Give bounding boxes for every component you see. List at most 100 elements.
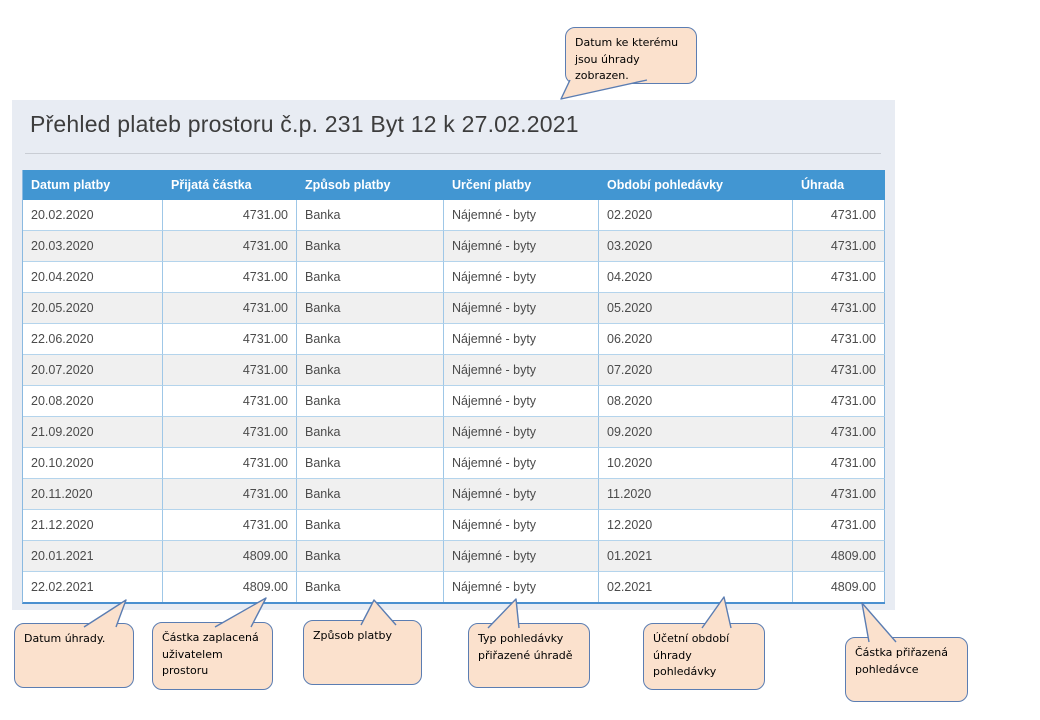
table-cell: Nájemné - byty — [444, 510, 599, 541]
table-cell: Banka — [297, 200, 444, 231]
table-cell: 04.2020 — [599, 262, 793, 293]
table-cell: 22.02.2021 — [23, 572, 163, 602]
table-row: 20.05.2020 4731.00 Banka Nájemné - byty 05.2… — [23, 293, 885, 324]
table-cell: 4731.00 — [163, 355, 297, 386]
callout-payment-date-text: Datum úhrady. — [24, 632, 106, 645]
callout-amount-paid-text: Částka zaplacená uživatelem prostoru — [162, 631, 259, 677]
column-header: Přijatá částka — [163, 170, 297, 200]
callout-receivable-type-text: Typ pohledávky přiřazené úhradě — [478, 632, 573, 662]
table-cell: Banka — [297, 355, 444, 386]
table-cell: 08.2020 — [599, 386, 793, 417]
title-divider — [25, 153, 881, 154]
callout-payment-method-text: Způsob platby — [313, 629, 393, 642]
table-cell: 21.09.2020 — [23, 417, 163, 448]
table-cell: Nájemné - byty — [444, 293, 599, 324]
table-cell: Nájemné - byty — [444, 448, 599, 479]
table-cell: 4731.00 — [163, 386, 297, 417]
table-cell: 11.2020 — [599, 479, 793, 510]
table-cell: 12.2020 — [599, 510, 793, 541]
table-cell: 4731.00 — [793, 510, 885, 541]
table-cell: Nájemné - byty — [444, 262, 599, 293]
table-cell: Banka — [297, 324, 444, 355]
table-cell: 4809.00 — [793, 541, 885, 572]
column-header: Způsob platby — [297, 170, 444, 200]
table-cell: 4731.00 — [163, 417, 297, 448]
table-cell: 4731.00 — [793, 417, 885, 448]
table-cell: 4731.00 — [163, 200, 297, 231]
table-row: 20.01.2021 4809.00 Banka Nájemné - byty 01.2… — [23, 541, 885, 572]
table-cell: Nájemné - byty — [444, 386, 599, 417]
table-cell: Nájemné - byty — [444, 200, 599, 231]
table-row: 20.02.2020 4731.00 Banka Nájemné - byty 02.2… — [23, 200, 885, 231]
callout-payment-method: Způsob platby — [303, 620, 422, 685]
table-cell: 4731.00 — [163, 510, 297, 541]
table-cell: Banka — [297, 448, 444, 479]
column-header: Datum platby — [23, 170, 163, 200]
callout-amount-assigned-text: Částka přiřazená pohledávce — [855, 646, 948, 676]
table-cell: Banka — [297, 541, 444, 572]
table-cell: 4731.00 — [163, 324, 297, 355]
table-cell: 03.2020 — [599, 231, 793, 262]
callout-report-date-text: Datum ke kterému jsou úhrady zobrazen. — [575, 36, 679, 82]
table-cell: Nájemné - byty — [444, 541, 599, 572]
table-row: 20.11.2020 4731.00 Banka Nájemné - byty 11.2… — [23, 479, 885, 510]
table-cell: Banka — [297, 231, 444, 262]
table-cell: 4809.00 — [793, 572, 885, 602]
table-cell: Nájemné - byty — [444, 324, 599, 355]
table-cell: 20.08.2020 — [23, 386, 163, 417]
table-cell: 4809.00 — [163, 541, 297, 572]
table-cell: 4731.00 — [793, 448, 885, 479]
table-row: 20.08.2020 4731.00 Banka Nájemné - byty 08.2… — [23, 386, 885, 417]
table-row: 21.12.2020 4731.00 Banka Nájemné - byty 12.2… — [23, 510, 885, 541]
table-cell: Nájemné - byty — [444, 572, 599, 602]
table-cell: 20.02.2020 — [23, 200, 163, 231]
table-cell: 4731.00 — [793, 386, 885, 417]
table-cell: 10.2020 — [599, 448, 793, 479]
table-cell: 22.06.2020 — [23, 324, 163, 355]
callout-amount-assigned: Částka přiřazená pohledávce — [845, 637, 968, 702]
table-cell: 20.07.2020 — [23, 355, 163, 386]
table-cell: 02.2020 — [599, 200, 793, 231]
table-cell: 20.03.2020 — [23, 231, 163, 262]
table-cell: Banka — [297, 262, 444, 293]
table-cell: 01.2021 — [599, 541, 793, 572]
table-cell: Banka — [297, 572, 444, 602]
table-cell: 20.11.2020 — [23, 479, 163, 510]
table-cell: Nájemné - byty — [444, 355, 599, 386]
table-row: 20.04.2020 4731.00 Banka Nájemné - byty 04.2… — [23, 262, 885, 293]
payments-table: Datum platby Přijatá částka Způsob platby U… — [22, 170, 885, 604]
table-cell: 20.10.2020 — [23, 448, 163, 479]
table-row: 22.06.2020 4731.00 Banka Nájemné - byty 06.2… — [23, 324, 885, 355]
callout-payment-date: Datum úhrady. — [14, 623, 134, 688]
table-cell: 06.2020 — [599, 324, 793, 355]
table-cell: 4731.00 — [793, 479, 885, 510]
table-row: 21.09.2020 4731.00 Banka Nájemné - byty 09.2… — [23, 417, 885, 448]
table-cell: 20.01.2021 — [23, 541, 163, 572]
table-body: 20.02.2020 4731.00 Banka Nájemné - byty 02.2… — [23, 200, 885, 602]
payments-panel: Přehled plateb prostoru č.p. 231 Byt 12 … — [12, 100, 895, 610]
table-cell: 21.12.2020 — [23, 510, 163, 541]
table-cell: 4731.00 — [163, 231, 297, 262]
table-row: 20.07.2020 4731.00 Banka Nájemné - byty 07.2… — [23, 355, 885, 386]
table-cell: Nájemné - byty — [444, 231, 599, 262]
table-cell: 4731.00 — [793, 200, 885, 231]
callout-receivable-type: Typ pohledávky přiřazené úhradě — [468, 623, 590, 688]
column-header: Určení platby — [444, 170, 599, 200]
table-row: 20.10.2020 4731.00 Banka Nájemné - byty 10.2… — [23, 448, 885, 479]
table-cell: Banka — [297, 293, 444, 324]
table-cell: 20.05.2020 — [23, 293, 163, 324]
callout-report-date: Datum ke kterému jsou úhrady zobrazen. — [565, 27, 697, 84]
table-cell: Banka — [297, 386, 444, 417]
table-cell: 4731.00 — [163, 479, 297, 510]
table-cell: 4731.00 — [163, 262, 297, 293]
table-cell: 20.04.2020 — [23, 262, 163, 293]
table-cell: 4731.00 — [793, 231, 885, 262]
table-cell: 4731.00 — [793, 262, 885, 293]
table-cell: 4731.00 — [163, 293, 297, 324]
page-title: Přehled plateb prostoru č.p. 231 Byt 12 … — [30, 111, 579, 137]
callout-amount-paid: Částka zaplacená uživatelem prostoru — [152, 622, 273, 690]
table-cell: Nájemné - byty — [444, 417, 599, 448]
table-cell: Nájemné - byty — [444, 479, 599, 510]
table-cell: 05.2020 — [599, 293, 793, 324]
